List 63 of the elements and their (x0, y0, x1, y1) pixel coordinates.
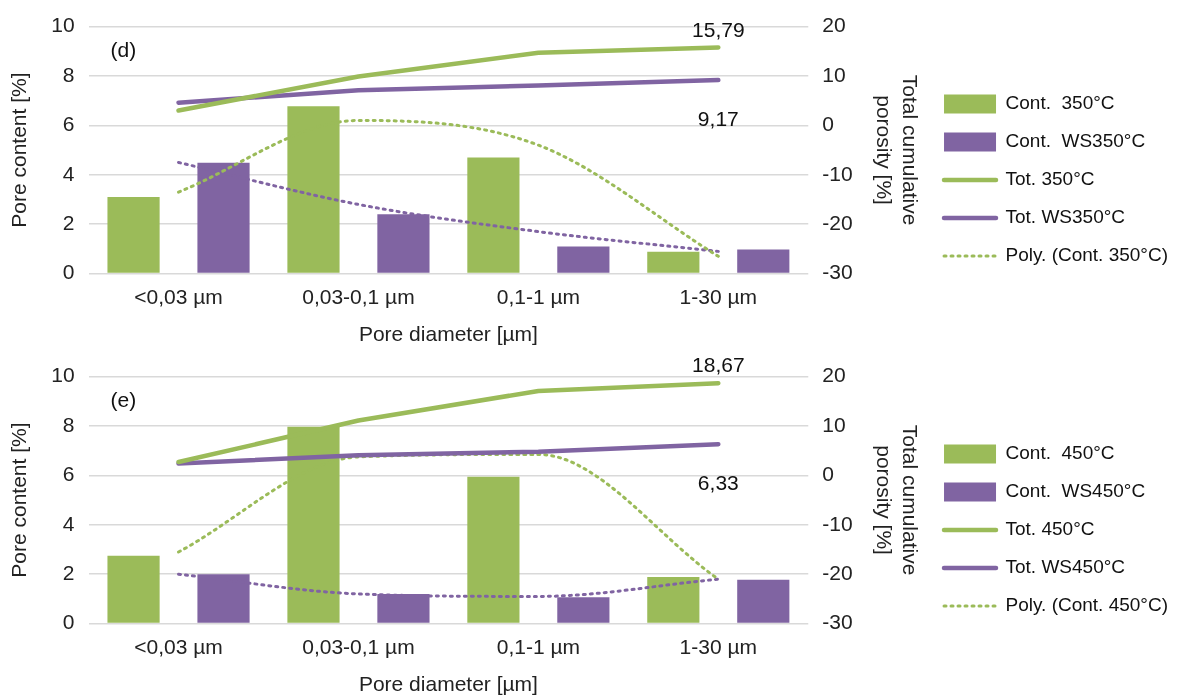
bar (557, 246, 610, 273)
x-tick-label: 0,03-0,1 µm (302, 285, 415, 308)
y-axis-title: Pore content [%] (7, 72, 31, 228)
legend-label: Tot. WS350°C (1005, 206, 1126, 228)
legend-label: Poly. (Cont. 350°C) (1005, 244, 1169, 266)
x-tick-label: <0,03 µm (134, 635, 223, 658)
y2-axis-title: Total cumulative porosity [%] (873, 74, 922, 226)
y2-tick-label: 10 (822, 62, 846, 86)
y2-tick-label: 0 (822, 462, 834, 486)
bar (737, 249, 790, 273)
bar (467, 157, 520, 273)
y-tick-label: 2 (62, 561, 75, 584)
bar (647, 251, 700, 273)
legend-label: Cont. 350°C (1005, 92, 1115, 114)
x-tick-label: 0,1-1 µm (496, 635, 581, 658)
legend-label: Poly. (Cont. 450°C) (1005, 594, 1169, 616)
y-tick-label: 0 (62, 610, 75, 634)
y-tick-label: 0 (62, 260, 75, 284)
y-tick-label: 4 (62, 161, 75, 185)
y-tick-label: 6 (62, 112, 75, 136)
bar (467, 476, 520, 623)
x-tick-label: 1-30 µm (679, 285, 758, 308)
x-tick-label: 1-30 µm (679, 635, 758, 658)
y-tick-label: 10 (51, 13, 75, 37)
y2-tick-label: -20 (822, 211, 853, 234)
x-tick-label: 0,1-1 µm (496, 285, 581, 308)
bar (107, 197, 160, 273)
legend-label: Tot. WS450°C (1005, 556, 1126, 578)
x-tick-label: 0,03-0,1 µm (302, 635, 415, 658)
y2-tick-label: 10 (822, 412, 846, 436)
y-tick-label: 6 (62, 462, 75, 486)
bar (737, 579, 790, 623)
y2-tick-label: -30 (822, 260, 853, 284)
y-tick-label: 10 (51, 363, 75, 387)
y2-tick-label: -30 (822, 610, 853, 634)
y-tick-label: 8 (62, 412, 75, 436)
bar (107, 555, 160, 623)
data-label: 15,79 (692, 17, 745, 41)
y-tick-label: 2 (62, 211, 75, 234)
data-label: 18,67 (692, 353, 745, 377)
y2-tick-label: 0 (822, 112, 834, 136)
annotation: (d) (110, 37, 137, 61)
data-label: 6,33 (697, 471, 739, 495)
x-axis-title: Pore diameter [µm] (358, 672, 538, 696)
y-tick-label: 8 (62, 62, 75, 86)
y2-tick-label: 20 (822, 363, 846, 387)
legend-label: Cont. WS450°C (1005, 480, 1146, 502)
y2-tick-label: -20 (822, 561, 853, 584)
bar (647, 576, 700, 623)
y2-tick-label: -10 (822, 511, 853, 535)
y-axis-title: Pore content [%] (7, 422, 31, 578)
legend-label: Tot. 450°C (1005, 518, 1095, 540)
legend-label: Tot. 350°C (1005, 168, 1095, 190)
y2-axis-title: Total cumulative porosity [%] (873, 424, 922, 576)
y2-tick-label: -10 (822, 161, 853, 185)
y-tick-label: 4 (62, 511, 75, 535)
annotation: (e) (110, 387, 137, 411)
legend-label: Cont. WS350°C (1005, 130, 1146, 152)
y2-tick-label: 20 (822, 13, 846, 37)
legend-label: Cont. 450°C (1005, 442, 1115, 464)
x-axis-title: Pore diameter [µm] (358, 322, 538, 346)
data-label: 9,17 (697, 107, 739, 131)
x-tick-label: <0,03 µm (134, 285, 223, 308)
